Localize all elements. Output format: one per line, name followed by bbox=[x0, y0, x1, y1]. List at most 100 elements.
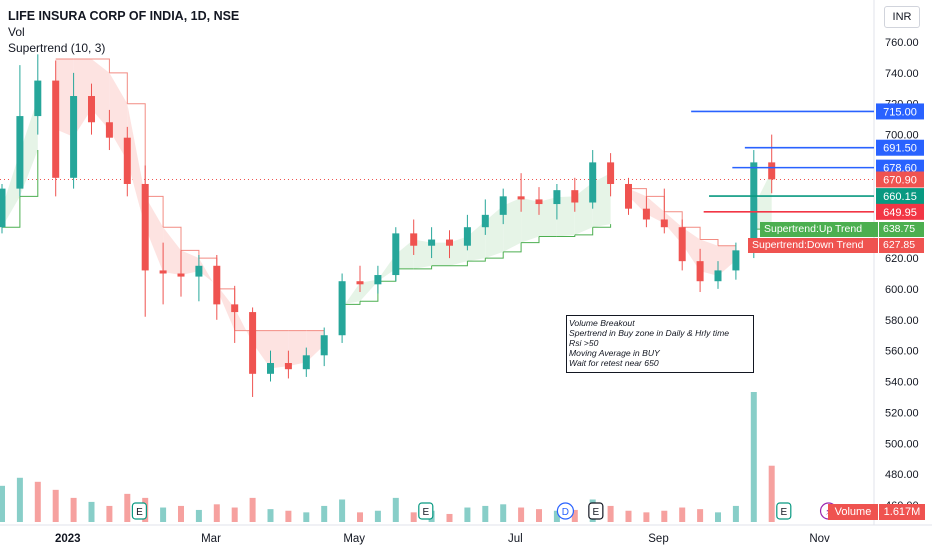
volume-bar bbox=[392, 497, 399, 522]
candle-body bbox=[410, 233, 418, 246]
candle-body bbox=[123, 137, 131, 184]
supertrend-fill bbox=[73, 58, 92, 137]
price-tick-label: 600.00 bbox=[885, 284, 919, 296]
time-tick-label: Jul bbox=[508, 533, 523, 545]
supertrend-fill bbox=[163, 227, 181, 276]
candle-body bbox=[446, 239, 453, 246]
supertrend-up-line bbox=[556, 234, 576, 237]
candle-body bbox=[34, 80, 42, 117]
level-price-label: 691.50 bbox=[883, 143, 917, 155]
time-tick-label: Sep bbox=[648, 533, 668, 545]
level-price-label: 649.95 bbox=[883, 207, 917, 219]
candle-body bbox=[481, 214, 489, 228]
supertrend-fill bbox=[521, 197, 539, 243]
volume-bar bbox=[34, 481, 41, 522]
supertrend-fill bbox=[395, 239, 414, 269]
volume-bar bbox=[160, 507, 167, 522]
supertrend-down-line bbox=[700, 239, 719, 246]
supertrend-down-value: 627.85 bbox=[878, 238, 924, 253]
last-price-tag bbox=[876, 171, 924, 188]
volume-bar bbox=[500, 504, 507, 522]
candle-body bbox=[642, 208, 650, 220]
time-tick-label: Nov bbox=[809, 533, 830, 545]
supertrend-up-tag: Supertrend:Up Trend bbox=[760, 222, 878, 237]
supertrend-fill bbox=[503, 197, 522, 252]
candle-body bbox=[302, 355, 310, 370]
candle-body bbox=[607, 162, 615, 184]
volume-bar bbox=[16, 477, 23, 522]
supertrend-fill bbox=[574, 182, 593, 235]
volume-bar bbox=[518, 507, 525, 522]
candle-body bbox=[70, 96, 78, 178]
supertrend-fill bbox=[288, 330, 307, 367]
volume-tag-label: Volume bbox=[828, 504, 878, 520]
note-line: Spertrend in Buy zone in Daily & Hrly ti… bbox=[569, 328, 730, 338]
price-tick-label: 700.00 bbox=[885, 130, 919, 142]
volume-bar bbox=[52, 489, 59, 522]
supertrend-fill bbox=[628, 188, 647, 215]
supertrend-fill bbox=[55, 58, 74, 137]
supertrend-fill bbox=[467, 221, 486, 262]
supertrend-fill bbox=[198, 258, 217, 289]
volume-bar bbox=[249, 497, 256, 522]
volume-bar bbox=[70, 497, 77, 522]
supertrend-fill bbox=[127, 103, 146, 228]
supertrend-fill bbox=[485, 205, 504, 259]
supertrend-fill bbox=[718, 245, 736, 276]
volume-bar bbox=[661, 510, 668, 522]
volume-bar bbox=[482, 505, 489, 522]
volume-bar bbox=[643, 512, 650, 522]
volume-bar bbox=[231, 507, 238, 522]
note-line: Wait for retest near 650 bbox=[569, 358, 659, 368]
candle-body bbox=[463, 227, 471, 246]
supertrend-fill bbox=[664, 211, 683, 245]
currency-button[interactable]: INR bbox=[884, 6, 920, 28]
candle-body bbox=[517, 196, 525, 200]
supertrend-fill bbox=[216, 285, 235, 331]
volume-bar bbox=[339, 499, 346, 522]
supertrend-fill bbox=[431, 242, 450, 266]
volume-bar bbox=[357, 512, 363, 522]
supertrend-indicator-label[interactable]: Supertrend (10, 3) bbox=[8, 41, 106, 55]
supertrend-fill bbox=[270, 330, 289, 369]
volume-bar bbox=[553, 510, 560, 522]
candle-body bbox=[750, 162, 758, 251]
volume-bar bbox=[607, 505, 614, 522]
candle-body bbox=[141, 183, 149, 271]
candle-body bbox=[589, 162, 597, 203]
level-price-tag bbox=[876, 103, 924, 120]
price-tick-label: 580.00 bbox=[885, 315, 919, 327]
earnings-event-icon bbox=[418, 502, 434, 520]
supertrend-down-line bbox=[682, 226, 701, 240]
candle-body bbox=[660, 219, 668, 228]
candle-body bbox=[88, 96, 95, 123]
supertrend-up-line bbox=[574, 227, 594, 236]
price-tick-label: 760.00 bbox=[885, 37, 919, 49]
volume-bar bbox=[88, 501, 95, 522]
supertrend-up-value: 638.75 bbox=[878, 222, 924, 237]
note-line: Moving Average in BUY bbox=[569, 348, 660, 358]
supertrend-fill bbox=[109, 72, 128, 161]
supertrend-fill bbox=[91, 58, 110, 130]
supertrend-up-line bbox=[467, 258, 486, 262]
level-price-tag bbox=[876, 188, 924, 205]
supertrend-fill bbox=[145, 196, 164, 272]
price-tick-label: 620.00 bbox=[885, 253, 919, 265]
level-price-tag bbox=[876, 139, 924, 156]
candle-body bbox=[553, 190, 561, 205]
supertrend-up-line bbox=[449, 261, 468, 267]
earnings-event-icon bbox=[131, 502, 147, 520]
volume-indicator-label[interactable]: Vol bbox=[8, 25, 25, 39]
time-tick-label: 2023 bbox=[55, 533, 81, 545]
supertrend-down-line bbox=[163, 226, 182, 251]
volume-bar bbox=[625, 510, 632, 522]
event-label: E bbox=[780, 507, 787, 518]
event-label: E bbox=[422, 507, 429, 518]
volume-bar bbox=[374, 510, 381, 522]
price-tick-label: 560.00 bbox=[885, 346, 919, 358]
candle-body bbox=[159, 270, 167, 274]
supertrend-up-line bbox=[485, 251, 504, 259]
volume-bar bbox=[0, 485, 5, 522]
